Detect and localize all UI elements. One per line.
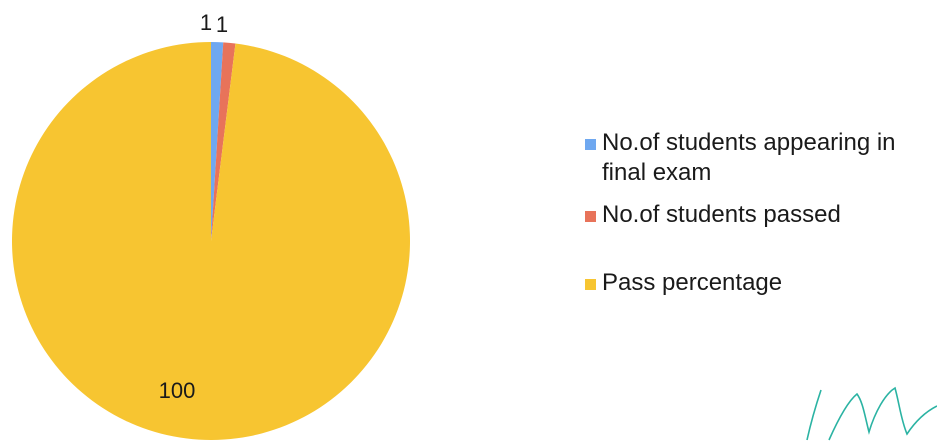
slice-label-passed: 1 [216,12,228,37]
pie-slices [11,42,410,440]
legend-label-pass-percentage: Pass percentage [602,269,783,296]
legend-item-passed: No.of students passed [585,200,935,230]
legend-item-appearing: No.of students appearing in final exam [585,128,935,188]
legend-swatch-appearing [585,139,596,150]
legend-item-pass-percentage: Pass percentage [585,268,935,298]
pie-slice-appearing [211,42,224,241]
handwritten-signature [806,386,937,441]
legend-swatch-passed [585,211,596,222]
legend-label-appearing: No.of students appearing in final exam [602,129,896,186]
slice-label-appearing: 1 [200,10,212,35]
legend-swatch-pass-percentage [585,279,596,290]
chart-legend: No.of students appearing in final exam N… [585,128,935,298]
slice-label-pass-percentage: 100 [159,378,196,403]
pie-slice-passed [211,42,236,241]
pie-slice-pass-percentage [11,42,410,440]
legend-label-passed: No.of students passed [602,201,841,228]
